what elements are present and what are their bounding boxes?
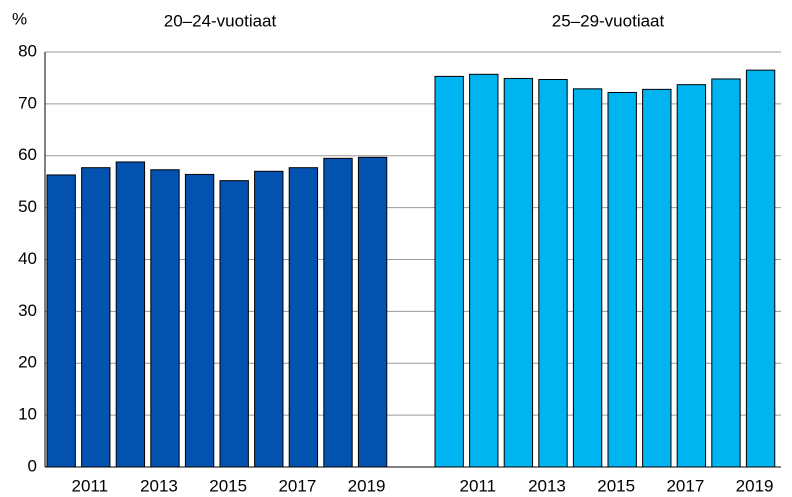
y-tick-label: 0	[28, 456, 37, 475]
x-tick-label: 2017	[278, 476, 316, 495]
bar	[323, 157, 353, 468]
bar	[150, 169, 180, 468]
x-tick-label: 2013	[528, 476, 566, 495]
y-tick-label: 30	[18, 301, 37, 320]
bar	[676, 84, 707, 468]
y-tick-label: 50	[18, 197, 37, 216]
bar	[469, 73, 499, 468]
bar	[538, 78, 568, 468]
panel-title: 20–24-vuotiaat	[164, 11, 277, 30]
bar	[357, 156, 388, 468]
bar	[115, 161, 146, 468]
y-tick-label: 20	[18, 353, 37, 372]
panel-title: 25–29-vuotiaat	[552, 11, 665, 30]
x-tick-label: 2013	[140, 476, 178, 495]
y-axis-label: %	[12, 9, 27, 28]
y-tick-label: 40	[18, 249, 37, 268]
bar	[46, 174, 76, 468]
bar	[184, 173, 215, 468]
x-tick-label: 2019	[736, 476, 774, 495]
bar	[81, 167, 111, 468]
x-tick-label: 2011	[460, 476, 497, 495]
bar	[711, 78, 741, 468]
x-tick-label: 2015	[209, 476, 247, 495]
bar	[219, 180, 249, 468]
bar	[745, 69, 776, 468]
bar	[503, 77, 534, 468]
bar	[254, 170, 284, 468]
y-tick-label: 70	[18, 93, 37, 112]
y-tick-label: 60	[18, 145, 37, 164]
x-tick-label: 2011	[72, 476, 109, 495]
y-tick-label: 80	[18, 41, 37, 60]
bar	[607, 91, 637, 468]
bar	[642, 88, 672, 468]
y-tick-label: 10	[18, 405, 37, 424]
bar	[288, 167, 319, 468]
x-tick-label: 2017	[666, 476, 704, 495]
bar	[572, 88, 603, 468]
x-tick-label: 2015	[597, 476, 635, 495]
bar	[434, 75, 464, 468]
x-tick-label: 2019	[348, 476, 386, 495]
